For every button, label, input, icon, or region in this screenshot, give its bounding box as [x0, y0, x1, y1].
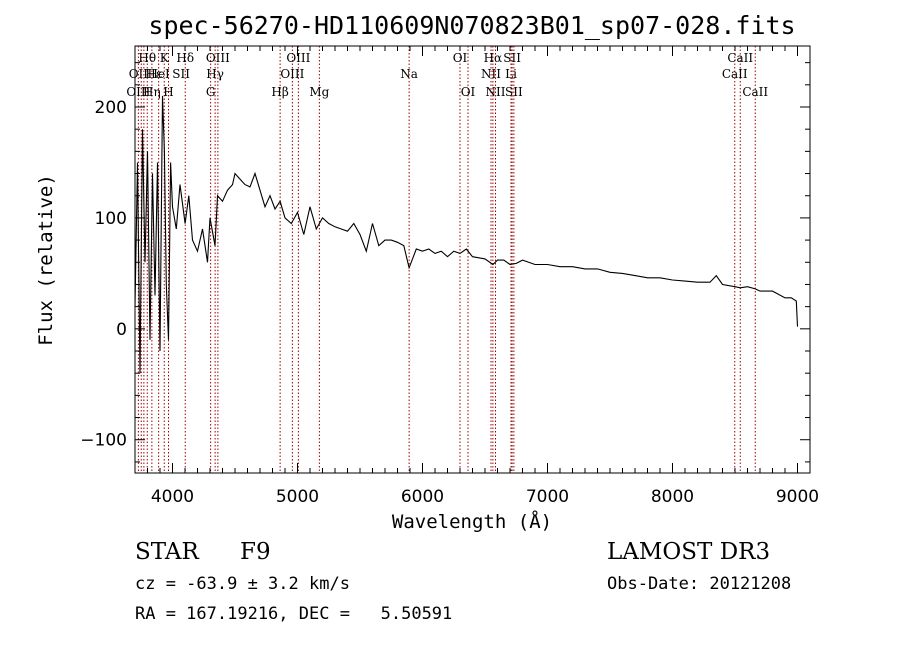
spectral-line-label: Mg: [309, 85, 329, 99]
x-tick-label: 9000: [776, 487, 819, 507]
spectral-line-label: CaII: [727, 51, 753, 65]
spectral-line-label: SII: [505, 85, 523, 99]
x-tick-label: 5000: [276, 487, 319, 507]
spectral-line-label: SII: [172, 67, 190, 81]
y-tick-label: 200: [95, 98, 127, 118]
y-axis-label: Flux (relative): [35, 174, 57, 346]
x-axis-label: Wavelength (Å): [392, 510, 552, 533]
sky-coordinates: RA = 167.19216, DEC = 5.50591: [135, 604, 453, 624]
chart-title: spec-56270-HD110609N070823B01_sp07-028.f…: [148, 11, 795, 40]
spectral-line-label: Hβ: [271, 85, 288, 99]
spectral-line-label: G: [206, 85, 216, 99]
y-tick-label: −100: [80, 431, 127, 451]
spectrum-series-line: [134, 95, 799, 374]
object-type: STAR: [135, 539, 199, 565]
plot-frame: [134, 45, 811, 474]
spectral-line-label: OIII: [286, 51, 310, 65]
spectral-line-markers: [137, 46, 756, 473]
spectral-line-label: Hε: [145, 67, 162, 81]
spectral-line-label: CaII: [742, 85, 768, 99]
spectral-line-label: Na: [400, 67, 418, 81]
spectral-line-label: OIII: [206, 51, 230, 65]
x-axis: 4000 5000 6000 7000 8000 9000: [134, 46, 819, 507]
spectral-line-label: Hδ: [176, 51, 194, 65]
spectral-line-label: OII: [129, 67, 149, 81]
spectral-line-label: OIII: [126, 85, 150, 99]
spectral-line-label: Hα: [484, 51, 503, 65]
spectral-line-label: K: [160, 51, 170, 65]
spectral-line-label: Li: [505, 67, 517, 81]
spectral-line-label: HeI: [147, 67, 170, 81]
spectral-line-label: Hγ: [206, 67, 224, 81]
spectral-line-label: OI: [461, 85, 476, 99]
redshift-value: cz = -63.9 ± 3.2 km/s: [135, 574, 350, 594]
x-tick-label: 6000: [401, 487, 444, 507]
spectral-line-label: Hη: [143, 85, 161, 99]
y-tick-label: 0: [116, 320, 127, 340]
y-axis: −100 0 100 200: [80, 62, 810, 463]
spectral-line-label: Hθ: [138, 51, 156, 65]
spectral-line-label: H: [163, 85, 173, 99]
y-tick-label: 100: [95, 209, 127, 229]
x-tick-label: 8000: [651, 487, 694, 507]
observation-date: Obs-Date: 20121208: [607, 574, 792, 594]
spectral-line-label: SII: [503, 51, 521, 65]
object-subclass: F9: [240, 539, 271, 565]
x-tick-label: 7000: [526, 487, 569, 507]
survey-name: LAMOST DR3: [607, 539, 771, 565]
spectral-line-label: NII: [481, 67, 501, 81]
spectral-line-label: OIII: [280, 67, 304, 81]
spectral-line-label: CaII: [722, 67, 748, 81]
spectral-line-label: NII: [486, 85, 506, 99]
spectral-line-label: OI: [453, 51, 468, 65]
x-tick-label: 4000: [151, 487, 194, 507]
